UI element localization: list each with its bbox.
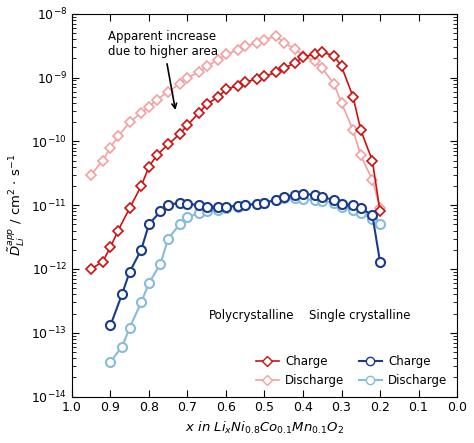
X-axis label: $x$ in Li$_x$Ni$_{0.8}$Co$_{0.1}$Mn$_{0.1}$O$_2$: $x$ in Li$_x$Ni$_{0.8}$Co$_{0.1}$Mn$_{0.…	[185, 420, 344, 436]
Text: Polycrystalline: Polycrystalline	[209, 309, 294, 322]
Y-axis label: $\tilde{D}_{Li}^{app}$ / cm$^2$ $\cdot$ s$^{-1}$: $\tilde{D}_{Li}^{app}$ / cm$^2$ $\cdot$ …	[7, 154, 27, 256]
Text: Apparent increase
due to higher area: Apparent increase due to higher area	[109, 30, 219, 108]
Text: Single crystalline: Single crystalline	[309, 309, 410, 322]
Legend: Charge, Discharge, Charge, Discharge: Charge, Discharge, Charge, Discharge	[255, 355, 447, 387]
